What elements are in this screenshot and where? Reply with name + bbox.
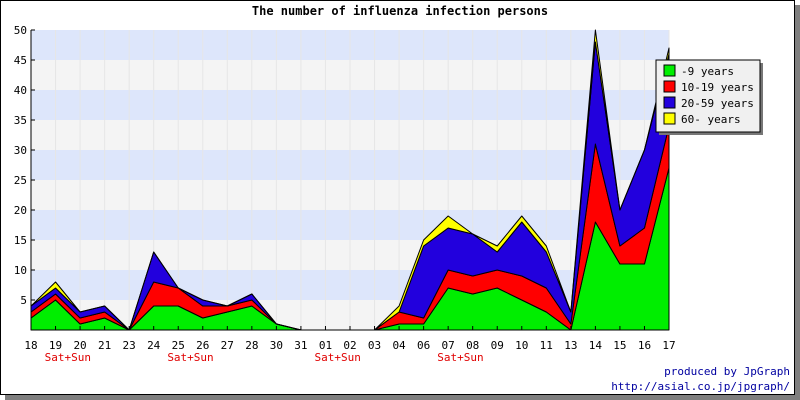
weekend-labels: Sat+Sun Sat+Sun Sat+Sun Sat+Sun [45, 351, 484, 364]
x-tick-label: 06 [417, 339, 430, 352]
y-tick-label: 30 [14, 144, 27, 157]
credit-line-1[interactable]: produced by JpGraph [664, 365, 790, 378]
y-tick-label: 15 [14, 234, 27, 247]
x-tick-label: 18 [24, 339, 37, 352]
weekend-label: Sat+Sun [437, 351, 483, 364]
y-tick-label: 5 [20, 294, 27, 307]
x-tick-label: 23 [123, 339, 136, 352]
y-tick-label: 25 [14, 174, 27, 187]
legend-swatch [663, 112, 676, 125]
x-tick-label: 16 [638, 339, 651, 352]
x-tick-label: 15 [613, 339, 626, 352]
x-tick-label: 10 [515, 339, 528, 352]
x-tick-label: 21 [98, 339, 111, 352]
x-tick-labels: 18 19 20 21 23 24 25 26 27 28 30 31 01 02 03 04 06 07 08 09… [24, 339, 675, 352]
x-tick-label: 17 [662, 339, 675, 352]
x-tick-label: 24 [147, 339, 161, 352]
x-tick-label: 14 [589, 339, 603, 352]
weekend-label: Sat+Sun [45, 351, 91, 364]
legend-swatch [663, 96, 676, 109]
x-tick-label: 30 [270, 339, 283, 352]
x-tick-label: 09 [491, 339, 504, 352]
x-tick-label: 01 [319, 339, 332, 352]
x-tick-label: 28 [245, 339, 258, 352]
x-tick-label: 11 [540, 339, 553, 352]
axes [30, 29, 670, 331]
x-tick-label: 31 [294, 339, 307, 352]
x-tick-label: 20 [73, 339, 86, 352]
legend: -9 years 10-19 years 20-59 years 60- years [655, 59, 763, 135]
legend-label: 10-19 years [681, 81, 754, 94]
weekend-label: Sat+Sun [315, 351, 361, 364]
weekend-label: Sat+Sun [167, 351, 213, 364]
x-tick-label: 26 [196, 339, 209, 352]
legend-label: 20-59 years [681, 97, 754, 110]
credit-line-2[interactable]: http://asial.co.jp/jpgraph/ [611, 380, 790, 393]
x-tick-label: 25 [172, 339, 185, 352]
y-tick-label: 10 [14, 264, 27, 277]
x-tick-label: 08 [466, 339, 479, 352]
y-tick-label: 40 [14, 84, 27, 97]
y-tick-labels: 5 10 15 20 25 30 35 40 45 50 [14, 24, 27, 307]
legend-label: 60- years [681, 113, 741, 126]
x-tick-label: 04 [392, 339, 406, 352]
x-tick-label: 27 [221, 339, 234, 352]
x-tick-label: 02 [343, 339, 356, 352]
legend-label: -9 years [681, 65, 734, 78]
y-tick-label: 50 [14, 24, 27, 37]
x-tick-label: 07 [442, 339, 455, 352]
legend-swatch [663, 80, 676, 93]
x-tick-label: 03 [368, 339, 381, 352]
area-series-4 [30, 29, 670, 331]
y-tick-label: 45 [14, 54, 27, 67]
chart-title: The number of influenza infection person… [252, 4, 548, 18]
legend-swatch [663, 64, 676, 77]
x-tick-label: 13 [564, 339, 577, 352]
y-tick-label: 35 [14, 114, 27, 127]
y-tick-label: 20 [14, 204, 27, 217]
x-tick-label: 19 [49, 339, 62, 352]
